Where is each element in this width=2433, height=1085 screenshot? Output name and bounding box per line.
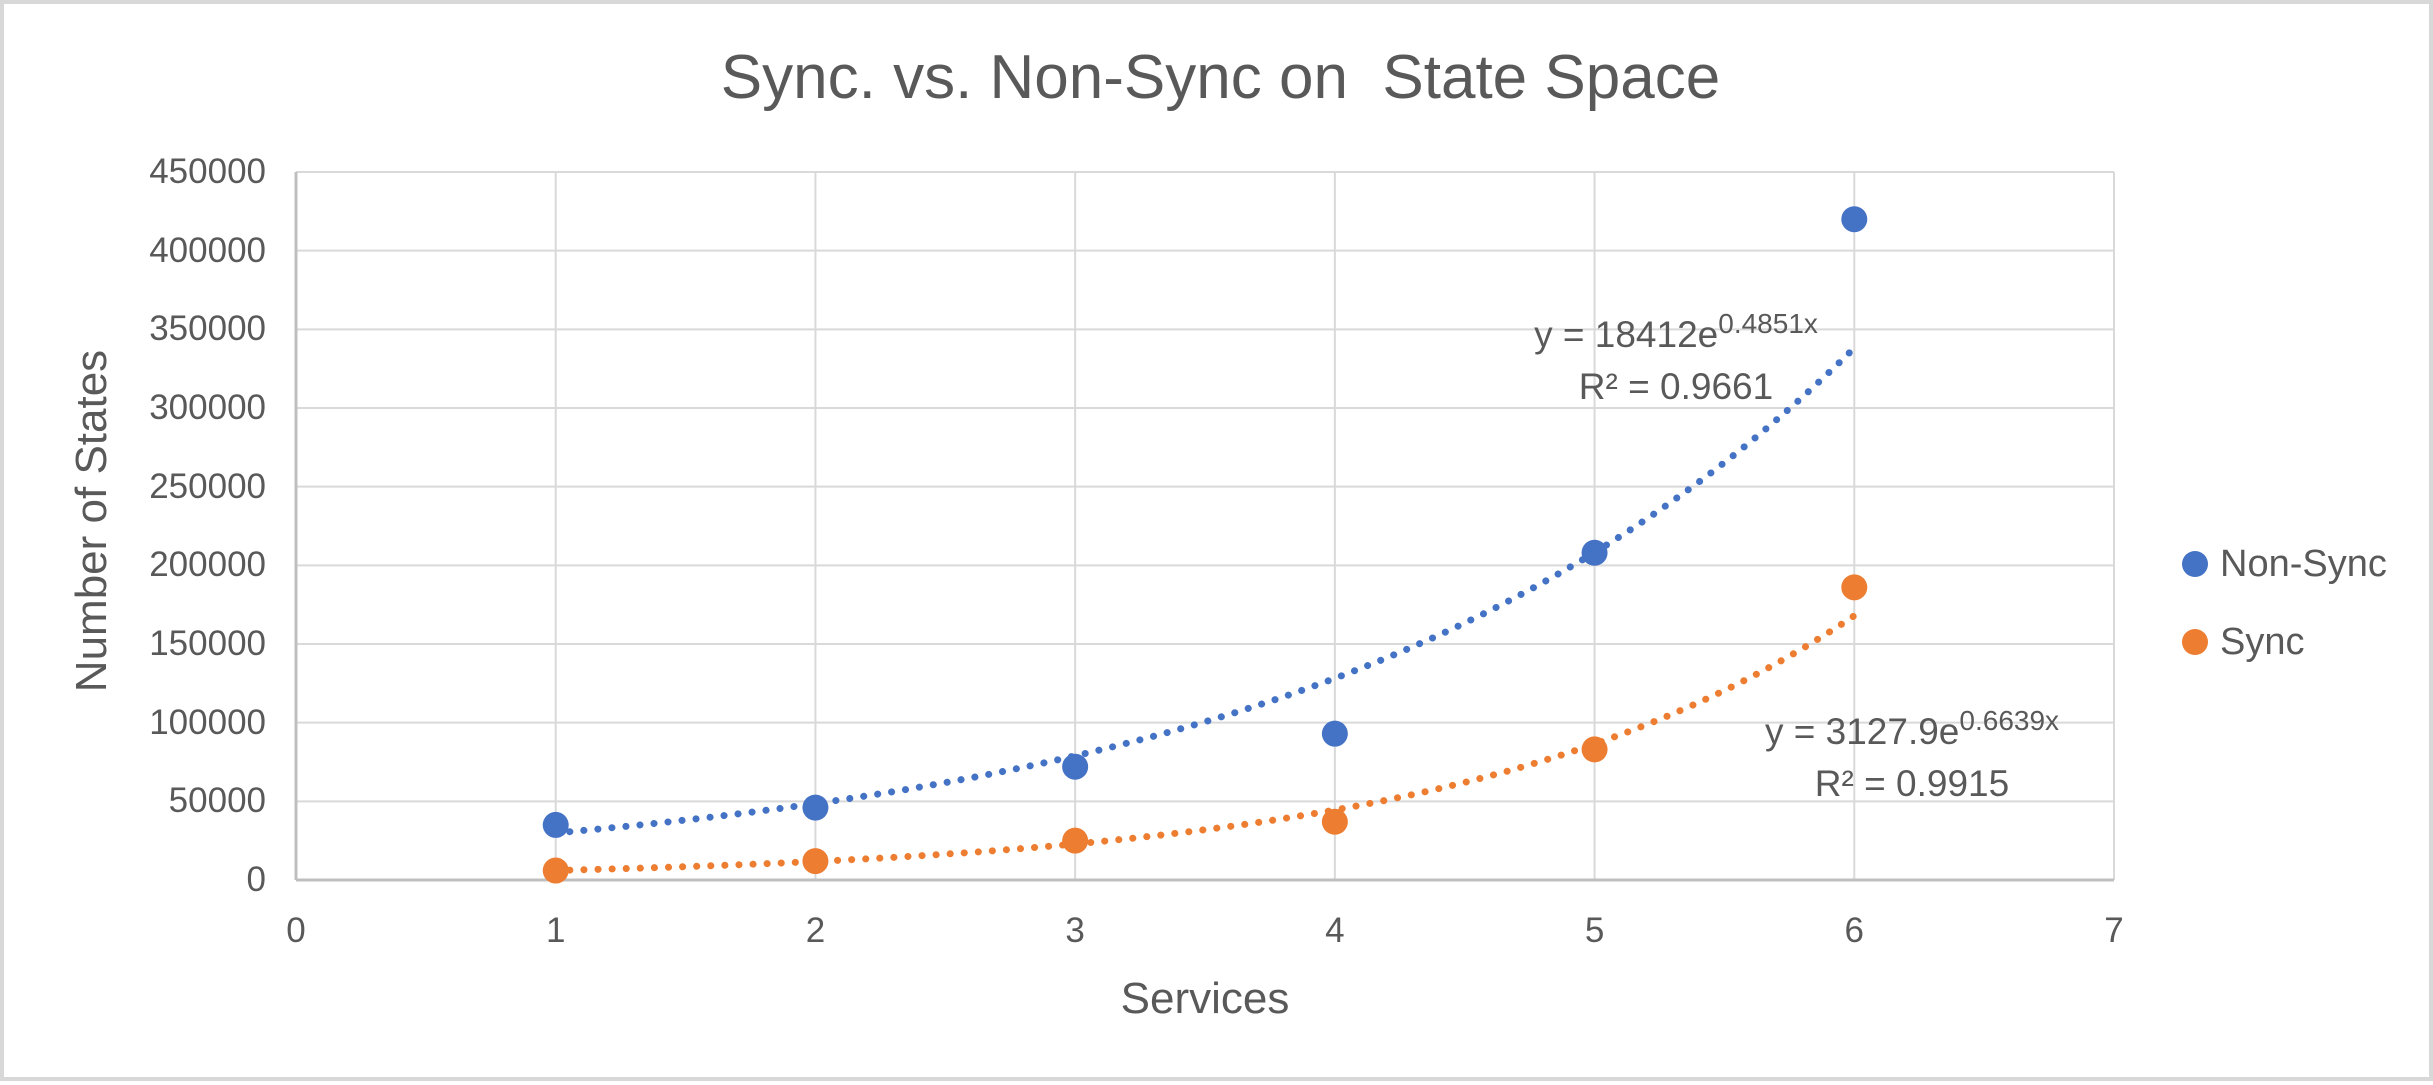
trendline-equation-sync: y = 3127.9e0.6639x R² = 0.9915 — [1765, 695, 2059, 810]
equation-exponent: 0.4851x — [1718, 308, 1818, 339]
non-sync-legend-marker-icon — [2182, 551, 2208, 577]
x-tick-label: 5 — [1584, 911, 1605, 950]
non-sync-trendline — [552, 344, 1858, 837]
r-squared-label: R² = 0.9661 — [1578, 366, 1774, 407]
y-tick-label: 350000 — [149, 309, 266, 349]
sync-data-point — [802, 848, 829, 875]
x-tick-label: 6 — [1844, 911, 1865, 950]
plot-area — [294, 171, 2115, 884]
sync-data-point — [542, 857, 569, 884]
y-tick-label: 450000 — [149, 152, 266, 191]
x-tick-label: 7 — [2104, 911, 2124, 950]
sync-data-point — [1321, 808, 1348, 835]
y-tick-label: 50000 — [168, 781, 266, 821]
legend-item-non-sync: Non-Sync — [2182, 542, 2387, 586]
legend-item-sync: Sync — [2182, 620, 2387, 664]
y-tick-label: 0 — [246, 860, 266, 899]
non-sync-data-point — [802, 794, 829, 821]
r-squared-label: R² = 0.9915 — [1814, 763, 2010, 804]
non-sync-data-point — [1841, 206, 1868, 233]
equation-line: y = 3127.9e0.6639x — [1764, 705, 2060, 752]
legend-label: Sync — [2220, 621, 2305, 663]
y-tick-label: 100000 — [149, 702, 266, 742]
non-sync-data-point — [1321, 720, 1348, 747]
equation-line: y = 18412e0.4851x — [1534, 308, 1818, 355]
sync-trendline — [552, 612, 1858, 874]
non-sync-data-point — [542, 811, 569, 838]
y-tick-label: 300000 — [149, 388, 266, 427]
y-tick-label: 400000 — [149, 230, 266, 270]
x-tick-label: 0 — [286, 911, 306, 950]
x-tick-label: 4 — [1325, 911, 1345, 950]
sync-data-point — [1841, 574, 1868, 601]
x-tick-label: 3 — [1065, 911, 1085, 950]
x-axis-title: Services — [1120, 974, 1290, 1023]
y-tick-label: 150000 — [149, 624, 266, 663]
x-tick-label: 1 — [545, 911, 566, 950]
legend: Non-Sync Sync — [2182, 542, 2387, 698]
y-tick-label: 250000 — [149, 466, 266, 506]
sync-legend-marker-icon — [2182, 629, 2208, 655]
sync-data-point — [1062, 827, 1089, 854]
legend-label: Non-Sync — [2220, 543, 2387, 585]
sync-data-point — [1581, 736, 1608, 763]
chart-title: Sync. vs. Non-Sync on State Space — [720, 43, 1721, 112]
equation-exponent: 0.6639x — [1959, 705, 2060, 736]
x-tick-label: 2 — [805, 911, 826, 950]
trendline-equation-non-sync: y = 18412e0.4851x R² = 0.9661 — [1534, 298, 1818, 413]
non-sync-data-point — [1062, 753, 1089, 780]
non-sync-data-point — [1581, 539, 1608, 566]
y-tick-label: 200000 — [149, 545, 266, 585]
